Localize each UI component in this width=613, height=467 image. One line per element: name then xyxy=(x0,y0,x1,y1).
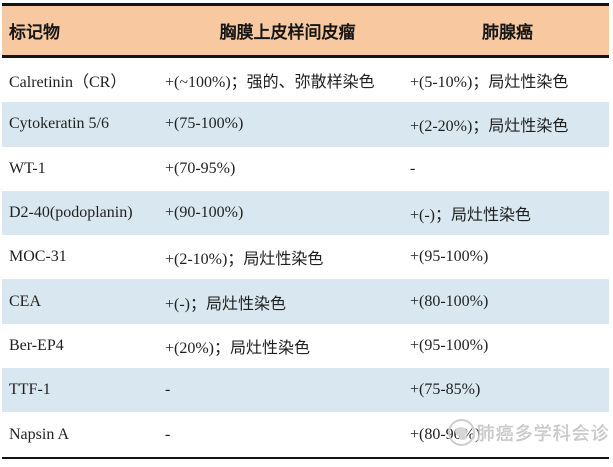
header-marker: 标记物 xyxy=(9,23,60,42)
adenocarcinoma-cell: - xyxy=(410,159,416,177)
adenocarcinoma-cell: +(80-90%) xyxy=(410,425,481,443)
adenocarcinoma-cell: +(2-20%)；局灶性染色 xyxy=(410,118,569,136)
table-row: CEA +(-)；局灶性染色 +(80-100%) xyxy=(2,279,609,324)
adenocarcinoma-cell: +(95-100%) xyxy=(410,336,489,354)
table-row: WT-1 +(70-95%) - xyxy=(2,146,609,191)
table-row: Cytokeratin 5/6 +(75-100%) +(2-20%)；局灶性染色 xyxy=(2,102,609,147)
table-header-row: 标记物 胸膜上皮样间皮瘤 肺腺癌 xyxy=(2,6,609,58)
mesothelioma-cell: +(~100%)；强的、弥散样染色 xyxy=(165,74,375,92)
header-adenocarcinoma: 肺腺癌 xyxy=(482,23,533,42)
table-body: Calretinin（CR） +(~100%)；强的、弥散样染色 +(5-10%)；… xyxy=(2,58,609,457)
mesothelioma-cell: +(70-95%) xyxy=(165,159,236,177)
adenocarcinoma-cell: +(75-85%) xyxy=(410,381,481,399)
marker-cell: Calretinin（CR） xyxy=(9,74,127,92)
mesothelioma-cell: +(-)；局灶性染色 xyxy=(165,295,287,313)
table-row: MOC-31 +(2-10%)；局灶性染色 +(95-100%) xyxy=(2,235,609,280)
marker-cell: CEA xyxy=(9,292,41,310)
table-row: Napsin A - +(80-90%) xyxy=(2,412,609,457)
table-row: Ber-EP4 +(20%)；局灶性染色 +(95-100%) xyxy=(2,323,609,369)
marker-cell: WT-1 xyxy=(9,159,46,177)
adenocarcinoma-cell: +(80-100%) xyxy=(410,292,489,310)
marker-cell: D2-40(podoplanin) xyxy=(9,204,133,222)
table-row: TTF-1 - +(75-85%) xyxy=(2,368,609,413)
table-row: Calretinin（CR） +(~100%)；强的、弥散样染色 +(5-10%)；… xyxy=(2,58,609,103)
mesothelioma-cell: +(75-100%) xyxy=(165,115,244,133)
mesothelioma-cell: +(2-10%)；局灶性染色 xyxy=(165,251,324,269)
marker-comparison-table: 标记物 胸膜上皮样间皮瘤 肺腺癌 Calretinin（CR） +(~100%)；… xyxy=(2,3,609,459)
mesothelioma-cell: - xyxy=(165,381,171,399)
mesothelioma-cell: +(20%)；局灶性染色 xyxy=(165,339,311,357)
mesothelioma-cell: - xyxy=(165,425,171,443)
table-row: D2-40(podoplanin) +(90-100%) +(-)；局灶性染色 xyxy=(2,190,609,236)
marker-cell: Cytokeratin 5/6 xyxy=(9,115,109,133)
marker-cell: Napsin A xyxy=(9,425,69,443)
adenocarcinoma-cell: +(-)；局灶性染色 xyxy=(410,207,532,225)
marker-cell: Ber-EP4 xyxy=(9,336,64,354)
mesothelioma-cell: +(90-100%) xyxy=(165,204,244,222)
header-mesothelioma: 胸膜上皮样间皮瘤 xyxy=(219,23,356,42)
adenocarcinoma-cell: +(95-100%) xyxy=(410,248,489,266)
adenocarcinoma-cell: +(5-10%)；局灶性染色 xyxy=(410,74,569,92)
marker-cell: MOC-31 xyxy=(9,248,67,266)
marker-cell: TTF-1 xyxy=(9,381,51,399)
